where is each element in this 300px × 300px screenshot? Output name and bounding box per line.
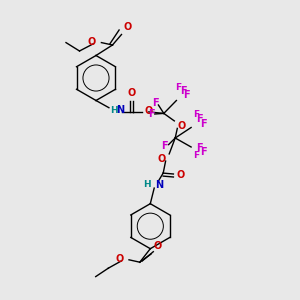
- Text: O: O: [88, 37, 96, 47]
- Text: F: F: [161, 141, 168, 152]
- Text: F: F: [196, 114, 202, 124]
- Text: O: O: [178, 121, 186, 131]
- Text: F: F: [193, 152, 199, 160]
- Text: O: O: [145, 106, 153, 116]
- Text: O: O: [176, 170, 184, 181]
- Text: N: N: [116, 105, 124, 116]
- Text: F: F: [152, 98, 159, 108]
- Text: F: F: [193, 110, 199, 119]
- Text: F: F: [148, 109, 154, 119]
- Text: H: H: [144, 180, 151, 189]
- Text: O: O: [154, 242, 162, 251]
- Text: H: H: [110, 106, 118, 115]
- Text: F: F: [184, 90, 190, 100]
- Text: N: N: [155, 179, 163, 190]
- Text: O: O: [124, 22, 132, 32]
- Text: O: O: [116, 254, 124, 264]
- Text: F: F: [180, 86, 186, 96]
- Text: O: O: [157, 154, 166, 164]
- Text: O: O: [127, 88, 136, 98]
- Text: F: F: [200, 119, 206, 129]
- Text: F: F: [196, 143, 202, 153]
- Text: F: F: [200, 147, 206, 158]
- Text: F: F: [175, 83, 181, 92]
